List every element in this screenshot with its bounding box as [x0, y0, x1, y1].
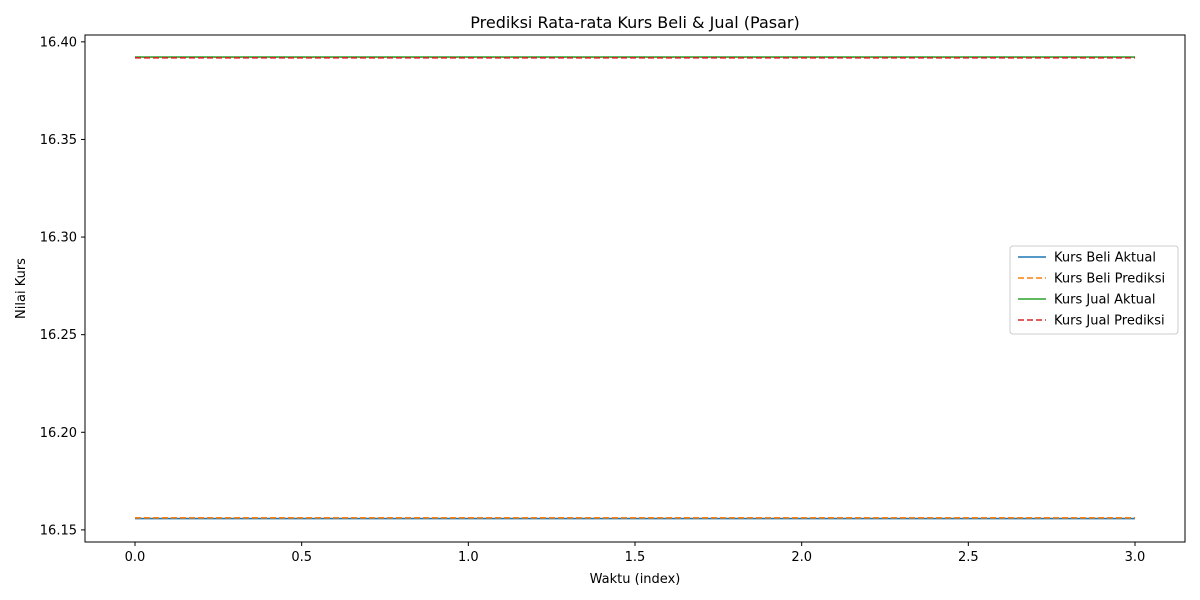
chart-title: Prediksi Rata-rata Kurs Beli & Jual (Pas…	[470, 13, 799, 32]
plot-area: 0.0 0.5 1.0 1.5 2.0 2.5 3.0 16.15 16.20 16.25 16.3…	[40, 34, 1186, 565]
x-tick-label: 2.0	[791, 550, 812, 565]
legend-label-2: Kurs Beli Prediksi	[1054, 272, 1165, 287]
y-tick-label: 16.40	[40, 35, 77, 50]
y-tick-label: 16.15	[40, 523, 77, 538]
legend-box	[1009, 245, 1179, 335]
y-tick-label: 16.30	[40, 231, 77, 246]
x-tick-label: 1.0	[458, 550, 479, 565]
y-tick-label: 16.20	[40, 426, 77, 441]
legend-label-3: Kurs Jual Aktual	[1054, 293, 1156, 308]
x-tick-label: 1.5	[625, 550, 646, 565]
y-tick-label: 16.25	[40, 328, 77, 343]
legend: Kurs Beli Aktual Kurs Beli Prediksi Kurs J…	[1009, 245, 1179, 335]
y-tick-label: 16.35	[40, 133, 77, 148]
legend-label-1: Kurs Beli Aktual	[1054, 251, 1156, 266]
legend-label-4: Kurs Jual Prediksi	[1054, 314, 1165, 329]
x-tick-label: 0.0	[125, 550, 146, 565]
x-tick-label: 0.5	[291, 550, 312, 565]
x-tick-label: 3.0	[1125, 550, 1146, 565]
x-tick-label: 2.5	[958, 550, 979, 565]
y-axis-label: Nilai Kurs	[14, 258, 29, 319]
x-axis-label: Waktu (index)	[590, 572, 681, 587]
